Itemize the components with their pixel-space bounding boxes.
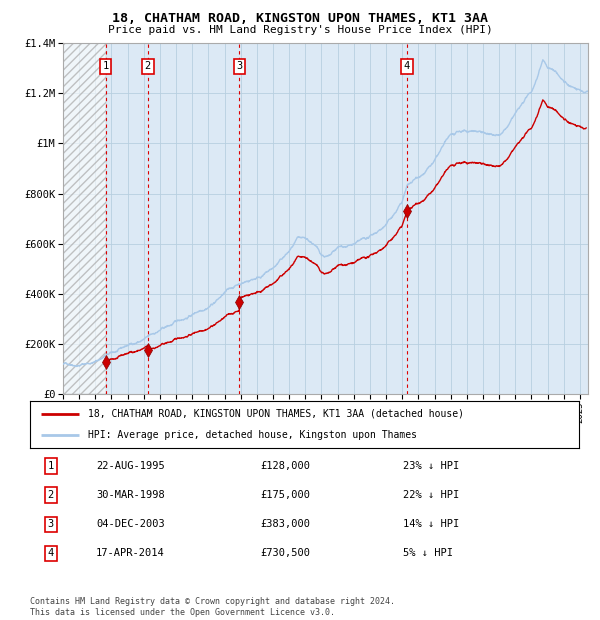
Text: Contains HM Land Registry data © Crown copyright and database right 2024.
This d: Contains HM Land Registry data © Crown c… <box>30 598 395 617</box>
Text: 2: 2 <box>48 490 54 500</box>
Text: 22% ↓ HPI: 22% ↓ HPI <box>403 490 460 500</box>
Text: 2: 2 <box>145 61 151 71</box>
Text: 30-MAR-1998: 30-MAR-1998 <box>96 490 164 500</box>
Text: £383,000: £383,000 <box>260 519 311 529</box>
Text: £128,000: £128,000 <box>260 461 311 471</box>
Text: 1: 1 <box>48 461 54 471</box>
Text: 3: 3 <box>48 519 54 529</box>
Text: 1: 1 <box>103 61 109 71</box>
Bar <box>63 43 106 394</box>
Text: Price paid vs. HM Land Registry's House Price Index (HPI): Price paid vs. HM Land Registry's House … <box>107 25 493 35</box>
Text: 3: 3 <box>236 61 242 71</box>
Text: 22-AUG-1995: 22-AUG-1995 <box>96 461 164 471</box>
Text: 23% ↓ HPI: 23% ↓ HPI <box>403 461 460 471</box>
Text: 04-DEC-2003: 04-DEC-2003 <box>96 519 164 529</box>
Bar <box>63 43 106 394</box>
Text: 18, CHATHAM ROAD, KINGSTON UPON THAMES, KT1 3AA (detached house): 18, CHATHAM ROAD, KINGSTON UPON THAMES, … <box>88 409 464 419</box>
Text: 4: 4 <box>48 548 54 559</box>
Text: 4: 4 <box>404 61 410 71</box>
Text: 5% ↓ HPI: 5% ↓ HPI <box>403 548 454 559</box>
Text: 17-APR-2014: 17-APR-2014 <box>96 548 164 559</box>
Text: £730,500: £730,500 <box>260 548 311 559</box>
Text: 18, CHATHAM ROAD, KINGSTON UPON THAMES, KT1 3AA: 18, CHATHAM ROAD, KINGSTON UPON THAMES, … <box>112 12 488 25</box>
Text: 14% ↓ HPI: 14% ↓ HPI <box>403 519 460 529</box>
Text: £175,000: £175,000 <box>260 490 311 500</box>
Text: HPI: Average price, detached house, Kingston upon Thames: HPI: Average price, detached house, King… <box>88 430 416 440</box>
